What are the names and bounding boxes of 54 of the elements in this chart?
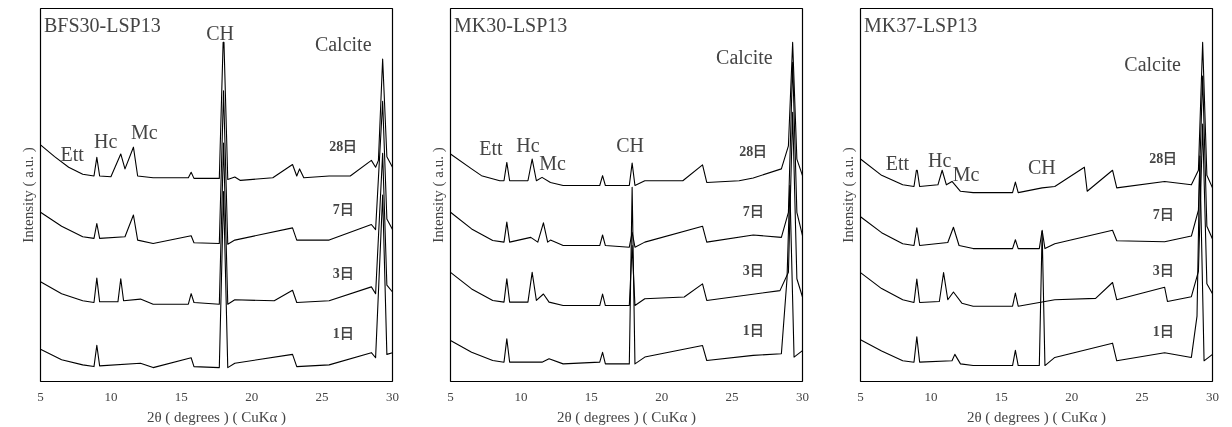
series-label: 3日 — [742, 263, 764, 279]
series-label: 7日 — [742, 203, 764, 219]
x-tick-label: 20 — [655, 388, 669, 404]
x-tick-label: 30 — [796, 388, 809, 404]
x-axis-title: 2θ ( degrees ) ( CuKα ) — [556, 408, 697, 426]
chart-title: BFS30-LSP13 — [44, 14, 161, 37]
x-tick-label: 5 — [447, 388, 454, 404]
annotation: Calcite — [1124, 53, 1182, 76]
x-tick-label: 10 — [924, 388, 938, 404]
series-label: 3日 — [1152, 263, 1174, 279]
x-axis-title: 2θ ( degrees ) ( CuKα ) — [146, 408, 287, 426]
annotation: Calcite — [716, 45, 773, 68]
chart-title: MK37-LSP13 — [864, 14, 978, 37]
x-tick-label: 30 — [1206, 388, 1219, 404]
series-label: 28日 — [739, 144, 768, 160]
x-tick-label: 25 — [725, 388, 739, 404]
annotation: Ett — [479, 137, 504, 160]
series-label: 28日 — [1149, 151, 1178, 167]
series-label: 1日 — [332, 326, 354, 342]
annotation: Calcite — [314, 32, 372, 55]
annotation: Mc — [539, 152, 567, 175]
x-tick-label: 15 — [994, 388, 1008, 404]
x-tick-label: 30 — [386, 388, 399, 404]
x-tick-label: 25 — [315, 388, 329, 404]
annotation: CH — [1027, 156, 1056, 179]
chart-title: MK30-LSP13 — [454, 14, 568, 37]
series-label: 1日 — [1152, 323, 1174, 339]
series-label: 7日 — [332, 202, 354, 218]
annotation: Mc — [952, 163, 980, 186]
annotation: CH — [616, 133, 644, 156]
annotation: Hc — [516, 133, 540, 156]
y-axis-title: Intensity ( a.u. ) — [429, 147, 447, 243]
series-label: 7日 — [1152, 207, 1174, 223]
annotation: Ett — [60, 142, 85, 165]
annotation: CH — [206, 21, 234, 44]
x-tick-label: 20 — [1065, 388, 1079, 404]
annotation: Hc — [928, 148, 952, 171]
annotation: Hc — [93, 129, 118, 152]
annotation: Mc — [131, 120, 158, 143]
x-tick-label: 20 — [245, 388, 259, 404]
x-tick-label: 25 — [1135, 388, 1149, 404]
series-label: 1日 — [742, 323, 764, 339]
series-label: 3日 — [332, 266, 354, 282]
x-tick-label: 15 — [174, 388, 188, 404]
y-axis-title: Intensity ( a.u. ) — [19, 147, 37, 243]
x-tick-label: 5 — [857, 388, 864, 404]
x-tick-label: 15 — [584, 388, 598, 404]
annotation: Ett — [885, 152, 910, 175]
x-tick-label: 5 — [37, 388, 44, 404]
y-axis-title: Intensity ( a.u. ) — [839, 147, 857, 243]
x-tick-label: 10 — [104, 388, 118, 404]
series-label: 28日 — [329, 138, 358, 154]
x-tick-label: 10 — [514, 388, 528, 404]
x-axis-title: 2θ ( degrees ) ( CuKα ) — [966, 408, 1107, 426]
